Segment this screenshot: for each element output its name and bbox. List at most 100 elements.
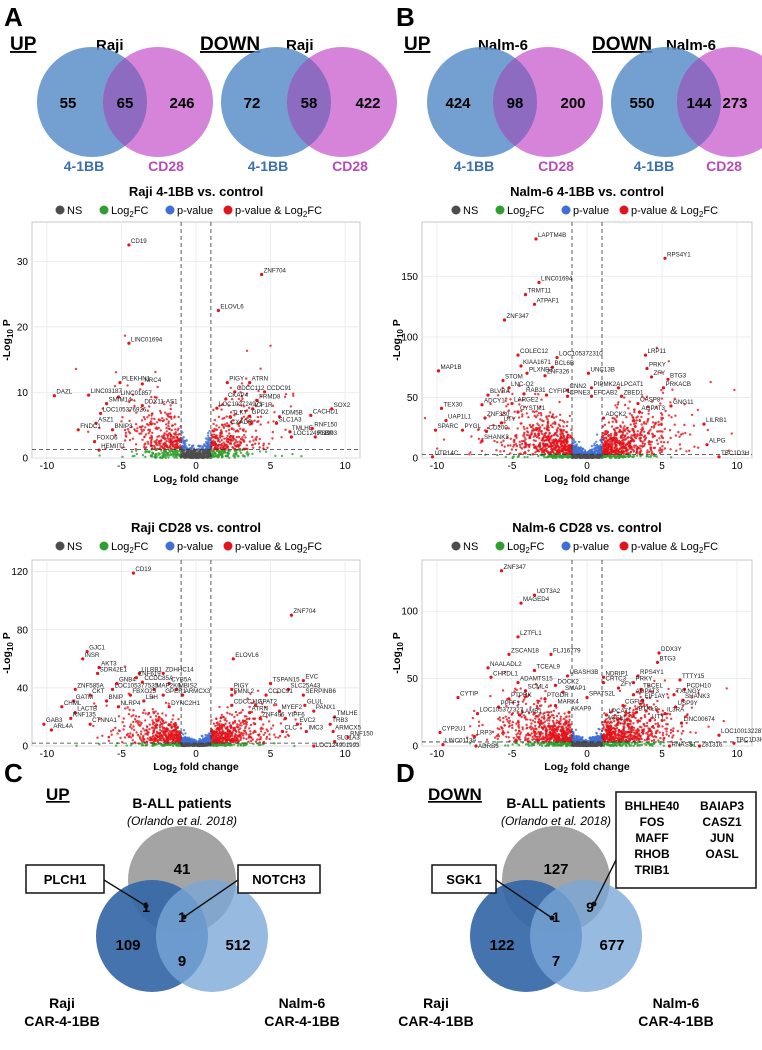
data-point <box>219 443 222 447</box>
data-point <box>207 434 210 437</box>
data-point <box>128 432 132 435</box>
data-point <box>607 434 610 437</box>
data-point <box>542 450 546 453</box>
data-point <box>121 721 125 724</box>
data-point <box>623 403 627 407</box>
data-point <box>280 436 283 439</box>
data-point <box>168 450 172 454</box>
data-point <box>611 439 614 442</box>
data-point <box>146 409 149 412</box>
data-point <box>555 433 558 437</box>
data-point <box>274 454 277 458</box>
data-point <box>523 446 526 449</box>
data-point <box>658 437 661 440</box>
data-point <box>164 441 167 445</box>
data-point <box>269 344 272 347</box>
x-axis: -10 -5 0 5 10 <box>430 461 743 472</box>
data-point <box>552 434 555 437</box>
data-point <box>528 436 532 439</box>
data-point <box>215 446 218 450</box>
gene-label: BNIP3 <box>115 423 133 430</box>
data-point <box>623 425 626 428</box>
data-point <box>135 452 139 456</box>
data-point <box>165 430 168 433</box>
gene-label: ZDHHC14 <box>165 666 194 673</box>
data-point <box>234 729 237 732</box>
y-tick-label: 10 <box>17 388 29 399</box>
data-point <box>616 403 620 406</box>
data-point <box>188 737 191 740</box>
gene-label: FNDC1 <box>80 423 101 430</box>
data-point <box>236 725 239 728</box>
gene-label: GNG11 <box>673 399 694 406</box>
gene-label: LILRB1 <box>706 417 727 424</box>
data-point <box>245 444 249 447</box>
data-point <box>134 423 138 426</box>
data-point <box>618 439 621 443</box>
data-point <box>128 419 131 423</box>
venn-direction-label: UP <box>10 34 37 55</box>
legend-label: p-value <box>177 541 213 553</box>
data-point <box>639 444 642 448</box>
venn-label-left: 4-1BB <box>64 158 104 174</box>
data-point <box>548 411 552 414</box>
data-point <box>220 723 223 726</box>
data-point <box>648 450 651 454</box>
data-point <box>133 404 136 408</box>
gene-label: BLVRA <box>490 388 511 395</box>
data-point <box>633 408 636 411</box>
gene-label: CPNE3 <box>570 389 591 396</box>
data-point <box>153 401 156 405</box>
data-point <box>218 426 221 429</box>
data-point <box>645 451 649 454</box>
data-point <box>231 721 235 724</box>
data-point <box>284 735 287 739</box>
data-point <box>160 439 163 443</box>
data-point <box>545 416 548 419</box>
data-point <box>150 454 153 457</box>
legend-label: Log2FC <box>507 541 545 555</box>
venn-label-left: 4-1BB <box>454 158 494 174</box>
data-point <box>164 714 168 717</box>
data-point <box>234 450 237 453</box>
data-point <box>562 434 566 437</box>
data-point <box>595 440 598 443</box>
data-point <box>228 435 232 438</box>
data-point <box>131 733 134 736</box>
data-point <box>149 736 152 739</box>
gene-label: ATPAF1 <box>537 297 560 304</box>
data-point <box>566 444 570 448</box>
data-point <box>121 446 124 449</box>
data-point <box>650 425 653 429</box>
data-point <box>117 715 121 718</box>
data-point <box>182 436 185 439</box>
data-point <box>199 743 202 746</box>
data-point <box>234 439 237 442</box>
gene-label: PIGY <box>229 376 244 383</box>
data-point <box>225 422 229 425</box>
x-tick-label: 10 <box>340 749 352 760</box>
data-point <box>674 434 678 437</box>
data-point <box>530 432 534 436</box>
data-point <box>423 416 427 420</box>
data-point <box>170 429 173 432</box>
data-point <box>619 435 623 438</box>
data-point <box>537 424 540 427</box>
data-point <box>163 453 167 456</box>
data-point <box>209 456 213 460</box>
data-point <box>213 418 216 422</box>
gene-label: KIAA1671 <box>523 359 551 366</box>
data-point <box>212 450 215 453</box>
data-point <box>268 733 271 736</box>
data-point <box>155 455 158 459</box>
y-axis-label: -Log10 P <box>1 319 15 361</box>
data-point <box>217 455 220 459</box>
data-point <box>660 436 664 439</box>
data-point <box>615 406 619 409</box>
gene-label: UTY <box>504 416 516 423</box>
gene-label: NRC4 <box>144 377 161 384</box>
data-point <box>629 436 632 439</box>
data-point <box>510 448 514 451</box>
gene-label: CTNNA1 <box>92 717 117 724</box>
gene-label: SHANK3 <box>484 434 509 441</box>
